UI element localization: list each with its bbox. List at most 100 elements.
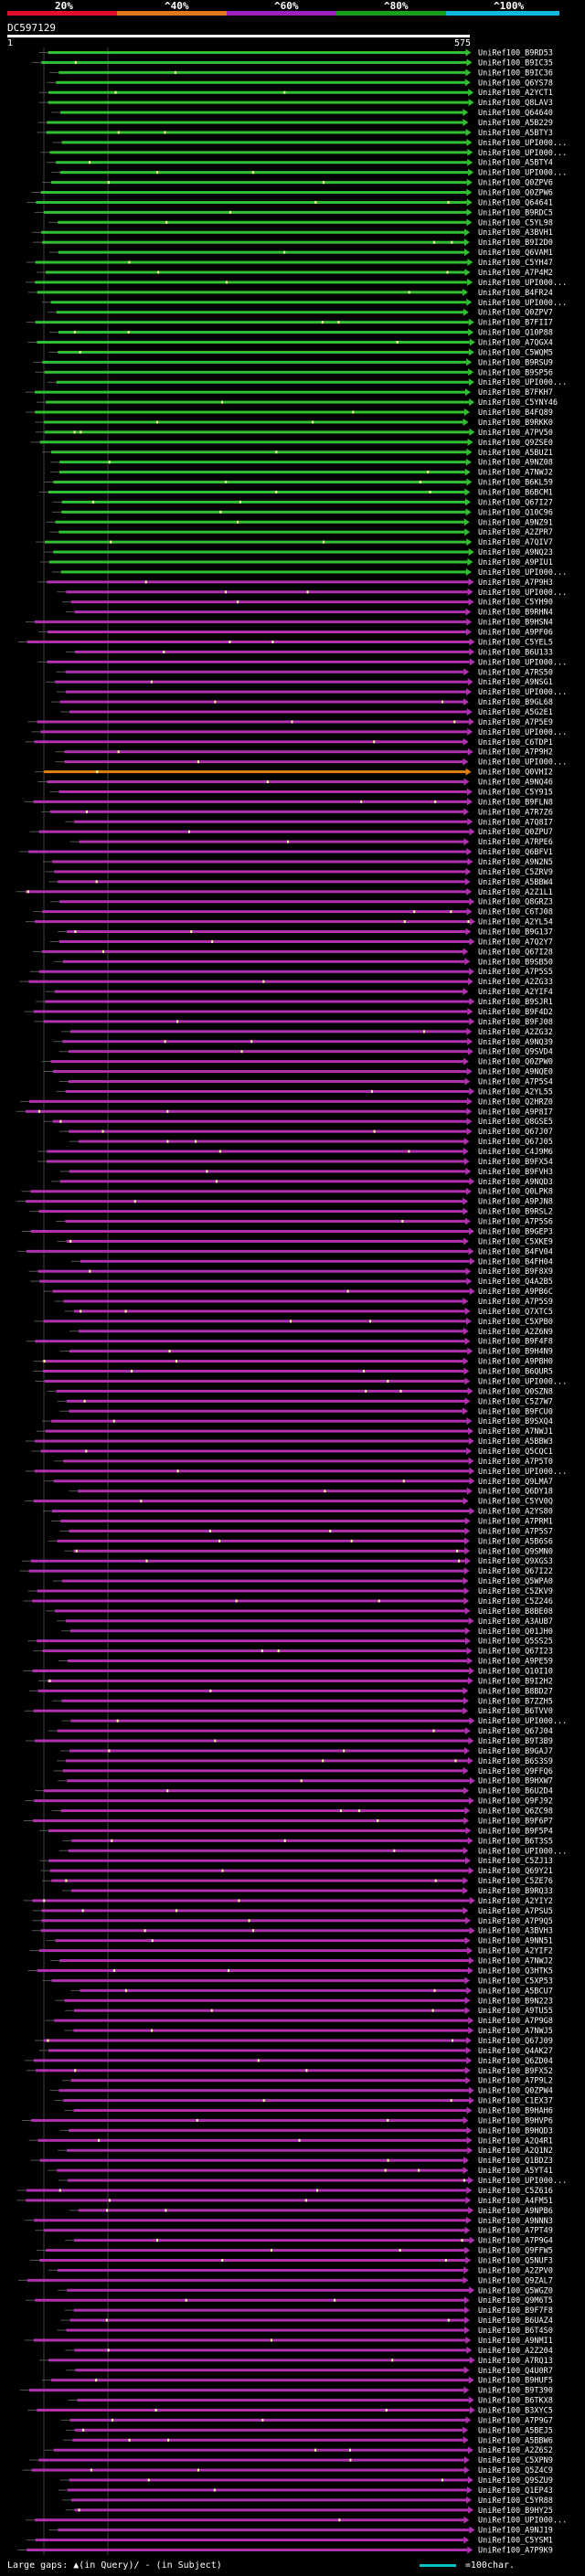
hit-row[interactable]: UniRef100_B9F4F8	[26, 1337, 553, 1347]
hit-row[interactable]: UniRef100_C5YR88	[61, 2496, 553, 2506]
hit-row[interactable]: UniRef100_Q9XGS3	[21, 1557, 553, 1566]
hit-row[interactable]: UniRef100_A7R7Z6	[40, 808, 553, 817]
hit-row[interactable]: UniRef100_A7P9H2	[55, 747, 553, 758]
hit-row[interactable]: UniRef100_A9NSG1	[46, 678, 553, 687]
hit-row[interactable]: UniRef100_Q9ZAL7	[17, 2276, 553, 2285]
hit-row[interactable]: UniRef100_Q5NUF3	[30, 2256, 553, 2265]
hit-row[interactable]: UniRef100_Q2HRZ0	[20, 1097, 553, 1107]
hit-row[interactable]: UniRef100_B9GAJ7	[60, 1746, 553, 1756]
hit-row[interactable]: UniRef100_C5Z616	[16, 2186, 553, 2196]
hit-row[interactable]: UniRef100_C5YEL5	[17, 638, 553, 647]
hit-row[interactable]: UniRef100_A7P5S7	[59, 1527, 553, 1536]
hit-row[interactable]: UniRef100_Q9SMN0	[64, 1547, 553, 1556]
hit-row[interactable]: UniRef100_Q4U0R7	[66, 2366, 553, 2376]
hit-row[interactable]: UniRef100_A2Z1L1	[16, 887, 553, 897]
hit-row[interactable]: UniRef100_B9F4D2	[24, 1007, 553, 1017]
hit-row[interactable]: UniRef100_A9PJN8	[16, 1197, 553, 1207]
hit-row[interactable]: UniRef100_UPI000...	[52, 138, 568, 148]
hit-row[interactable]: UniRef100_A5BBW6	[63, 2436, 553, 2445]
hit-row[interactable]: UniRef100_A9TU55	[65, 2007, 553, 2016]
hit-row[interactable]: UniRef100_B4FR24	[27, 288, 553, 298]
hit-row[interactable]: UniRef100_Q3HTK5	[27, 1966, 553, 1976]
hit-row[interactable]: UniRef100_A7P5T0	[54, 1457, 553, 1467]
hit-row[interactable]: UniRef100_B9RKK0	[35, 419, 553, 428]
hit-row[interactable]: UniRef100_UPI000...	[55, 758, 568, 768]
hit-row[interactable]: UniRef100_A9NQD3	[50, 1177, 553, 1187]
hit-row[interactable]: UniRef100_A7P9G4	[65, 2236, 553, 2246]
hit-row[interactable]: UniRef100_B6TVV0	[24, 1707, 553, 1716]
hit-row[interactable]: UniRef100_A7P9G7	[60, 2416, 553, 2425]
hit-row[interactable]: UniRef100_C5ZJ13	[39, 1857, 553, 1866]
hit-row[interactable]: UniRef100_A7P9K9	[17, 2546, 553, 2556]
hit-row[interactable]: UniRef100_UPI000...	[41, 298, 568, 308]
hit-row[interactable]: UniRef100_B6TKX8	[68, 2396, 553, 2406]
hit-row[interactable]: UniRef100_C5XPB0	[34, 1317, 553, 1327]
hit-row[interactable]: UniRef100_Q4A2B5	[30, 1277, 553, 1287]
hit-row[interactable]: UniRef100_B6QUR5	[33, 1367, 553, 1377]
hit-row[interactable]: UniRef100_UPI000...	[57, 588, 567, 598]
hit-row[interactable]: UniRef100_A2YIF4	[45, 988, 553, 997]
hit-row[interactable]: UniRef100_UPI000...	[26, 2516, 567, 2526]
hit-row[interactable]: UniRef100_Q6VAM1	[48, 249, 553, 258]
hit-row[interactable]: UniRef100_C5Y915	[49, 788, 553, 797]
hit-row[interactable]: UniRef100_A9PF06	[38, 628, 553, 638]
hit-row[interactable]: UniRef100_A5BBW4	[48, 877, 553, 887]
hit-row[interactable]: UniRef100_Q8GRZ3	[50, 897, 553, 907]
hit-row[interactable]: UniRef100_C5ZKV9	[27, 1587, 553, 1596]
hit-row[interactable]: UniRef100_Q7XTC5	[64, 1307, 553, 1317]
hit-row[interactable]: UniRef100_B3XYC5	[27, 2406, 553, 2415]
hit-row[interactable]: UniRef100_B6U133	[66, 648, 553, 657]
hit-row[interactable]: UniRef100_B9RQ33	[61, 1887, 553, 1896]
hit-row[interactable]: UniRef100_B6T4S0	[57, 2327, 553, 2336]
hit-row[interactable]: UniRef100_A2YL55	[56, 1087, 553, 1097]
hit-row[interactable]: UniRef100_A2Q1N2	[58, 2147, 553, 2156]
hit-row[interactable]: UniRef100_B9RDC5	[34, 208, 553, 217]
hit-row[interactable]: UniRef100_A2YS80	[42, 1507, 553, 1517]
hit-row[interactable]: UniRef100_C5XPN9	[29, 2456, 553, 2465]
hit-row[interactable]: UniRef100_A7P9G8	[45, 2017, 553, 2026]
hit-row[interactable]: UniRef100_A5BBW3	[25, 1437, 553, 1447]
hit-row[interactable]: UniRef100_A3AUB7	[56, 1617, 553, 1627]
hit-row[interactable]: UniRef100_B8BE08	[46, 1606, 553, 1617]
hit-row[interactable]: UniRef100_A2Q4R1	[28, 2136, 553, 2146]
hit-row[interactable]: UniRef100_B7FKH7	[26, 388, 553, 398]
hit-row[interactable]: UniRef100_Q6ZC98	[51, 1807, 553, 1817]
hit-row[interactable]: UniRef100_A5G2E1	[60, 707, 553, 717]
hit-row[interactable]: UniRef100_UPI000...	[51, 567, 567, 578]
hit-row[interactable]: UniRef100_Q10I10	[23, 1667, 553, 1676]
hit-row[interactable]: UniRef100_B9T390	[19, 2386, 553, 2396]
hit-row[interactable]: UniRef100_A7P5S4	[58, 1077, 553, 1087]
hit-row[interactable]: UniRef100_C1EX37	[54, 2096, 553, 2106]
hit-row[interactable]: UniRef100_Q67J04	[48, 1727, 553, 1736]
hit-row[interactable]: UniRef100_Q0ZPV6	[42, 178, 553, 188]
hit-row[interactable]: UniRef100_Q01JH0	[60, 1627, 553, 1637]
hit-row[interactable]: UniRef100_A7P9L2	[61, 2076, 553, 2086]
hit-row[interactable]: UniRef100_C6TJ08	[33, 907, 553, 917]
hit-row[interactable]: UniRef100_UPI000...	[26, 278, 567, 288]
hit-row[interactable]: UniRef100_UPI000...	[31, 727, 568, 737]
hit-row[interactable]: UniRef100_A7NWJ2	[49, 468, 553, 478]
hit-row[interactable]: UniRef100_A2YIF2	[29, 1946, 553, 1956]
hit-row[interactable]: UniRef100_A7NWJ2	[50, 1956, 553, 1966]
hit-row[interactable]: UniRef100_A2ZG32	[61, 1027, 553, 1037]
hit-row[interactable]: UniRef100_Q67J09	[34, 2036, 553, 2046]
hit-row[interactable]: UniRef100_B9F6P7	[24, 1817, 553, 1826]
hit-row[interactable]: UniRef100_Q9FFQ6	[53, 1766, 553, 1776]
hit-row[interactable]: UniRef100_B9IC35	[32, 58, 553, 68]
hit-row[interactable]: UniRef100_A7P5S9	[54, 1298, 553, 1307]
hit-row[interactable]: UniRef100_Q67I22	[19, 1567, 553, 1576]
hit-row[interactable]: UniRef100_A7PSU5	[32, 1906, 553, 1916]
hit-row[interactable]: UniRef100_Q9FFW5	[37, 2246, 553, 2256]
hit-row[interactable]: UniRef100_UPI000...	[50, 168, 567, 178]
hit-row[interactable]: UniRef100_A7NWJ5	[64, 2027, 553, 2036]
hit-row[interactable]: UniRef100_A7RS50	[56, 668, 553, 677]
hit-row[interactable]: UniRef100_C5Z246	[23, 1596, 553, 1606]
hit-row[interactable]: UniRef100_A9PE59	[58, 1657, 553, 1667]
hit-row[interactable]: UniRef100_A7PT49	[35, 2226, 553, 2236]
hit-row[interactable]: UniRef100_A9NZ08	[50, 458, 553, 468]
hit-row[interactable]: UniRef100_A5BEJ5	[65, 2426, 553, 2435]
hit-row[interactable]: UniRef100_Q0ZPW0	[41, 1057, 553, 1067]
hit-row[interactable]: UniRef100_C5XKE9	[57, 1237, 553, 1246]
hit-row[interactable]: UniRef100_Q67J07	[59, 1128, 553, 1137]
hit-row[interactable]: UniRef100_B4FV04	[17, 1247, 553, 1256]
